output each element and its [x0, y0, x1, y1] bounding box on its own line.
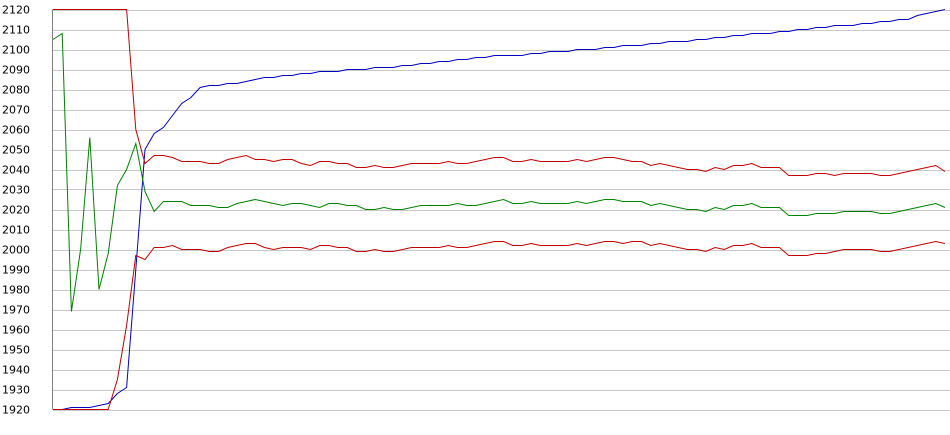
y-tick-label: 1990: [2, 264, 30, 277]
series-line-4: [53, 240, 946, 410]
y-tick-label: 1940: [2, 364, 30, 377]
y-tick-label: 2010: [2, 224, 30, 237]
y-tick-label: 1970: [2, 304, 30, 317]
y-tick-label: 1930: [2, 384, 30, 397]
y-tick-label: 2120: [2, 4, 30, 17]
y-tick-label: 2030: [2, 184, 30, 197]
y-tick-label: 2020: [2, 204, 30, 217]
y-tick-label: 2050: [2, 144, 30, 157]
y-tick-label: 2110: [2, 24, 30, 37]
y-tick-label: 2000: [2, 244, 30, 257]
series-line-1: [53, 9, 946, 410]
y-tick-label: 2040: [2, 164, 30, 177]
y-tick-label: 1950: [2, 344, 30, 357]
y-tick-label: 2100: [2, 44, 30, 57]
y-tick-label: 2090: [2, 64, 30, 77]
series-lines: [52, 9, 946, 410]
y-tick-label: 1980: [2, 284, 30, 297]
series-line-3: [52, 32, 946, 312]
series-line-2: [53, 9, 946, 177]
y-tick-label: 2060: [2, 124, 30, 137]
y-tick-label: 2070: [2, 104, 30, 117]
y-tick-label: 1920: [2, 404, 30, 417]
grid: [53, 10, 950, 411]
y-tick-label: 2080: [2, 84, 30, 97]
y-axis-tick-labels: 1920 1930 1940 1950 1960 1970 1980 1990 2000 2010…: [2, 4, 30, 417]
y-tick-label: 1960: [2, 324, 30, 337]
